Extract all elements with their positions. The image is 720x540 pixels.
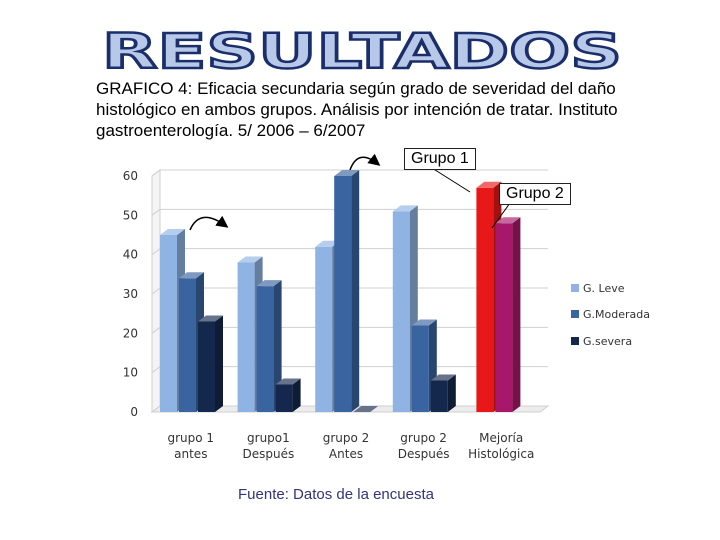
gridline-side [151,326,161,334]
bar-moderada-side [273,280,282,412]
bar-moderada-top [334,170,360,176]
y-tick-label: 60 [123,169,138,183]
caption-line-3: gastroenterología. 5/ 2006 – 6/2007 [96,121,366,140]
gridline-side [151,366,161,374]
bar-leve-top [392,205,418,212]
bar-leve-top [315,240,341,247]
legend-label: G.severa [583,335,632,348]
curved-arrow-grupo-2 [349,153,381,171]
y-tick-label: 30 [123,287,138,301]
bar-severa-front [198,321,215,412]
callout-pointer-grupo-1 [431,167,471,193]
bar-mejoria-grupo-1-top [476,181,502,188]
bar-severa-top [275,378,301,385]
bar-moderada [256,280,282,412]
bar-severa-top [430,374,456,381]
source-note: Fuente: Datos de la encuesta [238,486,434,503]
bar-severa [198,315,223,412]
bar-mejoria-grupo-2-top [495,217,521,224]
bar-moderada-top [256,280,282,287]
x-tick-label: grupo 1 antes [168,431,215,461]
bar-severa-side [292,378,301,412]
bar-moderada-front [179,278,196,412]
bar-severa-top [198,315,223,322]
y-tick-label: 40 [123,248,138,262]
bar-leve-front [315,246,333,412]
bar-leve-front [392,211,410,412]
caption-line-1: GRAFICO 4: Eficacia secundaria según gra… [96,79,616,98]
bar-leve-front [237,262,255,412]
callout-pointer-grupo-2 [491,202,511,229]
legend-swatch [571,284,579,292]
bar-mejoria-grupo-2-front [495,223,513,412]
gridline-side [151,248,161,256]
x-tick-label: grupo 2 Antes [323,431,370,461]
bar-mejoria-grupo-1-front [476,187,494,412]
bar-moderada-top [411,319,437,326]
bar-severa-front [430,380,448,412]
chart-caption: GRAFICO 4: Eficacia secundaria según gra… [96,78,696,141]
bar-severa [430,374,456,412]
bar-moderada [334,170,360,412]
bar-severa-front [275,384,293,412]
gridline-side [151,405,161,413]
bar-moderada-side [351,170,360,412]
gridline-side [151,208,161,216]
bar-mejoria-grupo-2-side [512,217,521,412]
gridline-side [151,169,161,177]
x-tick-label: grupo 2 Después [398,431,450,461]
bar-severa [353,406,379,412]
callout-grupo-1: Grupo 1 [404,148,476,170]
legend-label: G. Leve [583,282,625,295]
y-tick-label: 20 [123,326,138,340]
bar-moderada-top [179,272,204,279]
y-tick-label: 10 [123,366,138,380]
x-tick-label: Mejoría Histológica [468,431,534,461]
bar-leve-top [160,229,185,235]
y-tick-label: 50 [123,208,138,222]
bar-severa-top [353,406,379,412]
bar-moderada-front [411,325,429,412]
bar-severa-side [215,315,223,412]
bar-moderada-front [334,176,352,412]
bar-severa [275,378,301,412]
bar-leve-top [237,256,263,263]
bar-severa-side [447,374,456,412]
bar-leve-front [160,235,177,412]
legend-swatch [571,310,579,318]
legend-swatch [571,337,579,345]
gridline-side [151,287,161,295]
curved-arrow-grupo-1 [189,215,229,231]
slide-title: RESULTADOS [101,23,624,74]
slide-title-text: RESULTADOS [102,24,622,74]
x-tick-label: grupo1 Después [243,431,295,461]
y-tick-label: 0 [130,405,138,419]
caption-line-2: histológico en ambos grupos. Análisis po… [96,100,618,119]
bar-mejoria-grupo-2 [495,217,521,412]
legend-label: G.Moderada [583,308,650,321]
callout-grupo-2: Grupo 2 [499,183,571,205]
bar-moderada-front [256,286,274,412]
